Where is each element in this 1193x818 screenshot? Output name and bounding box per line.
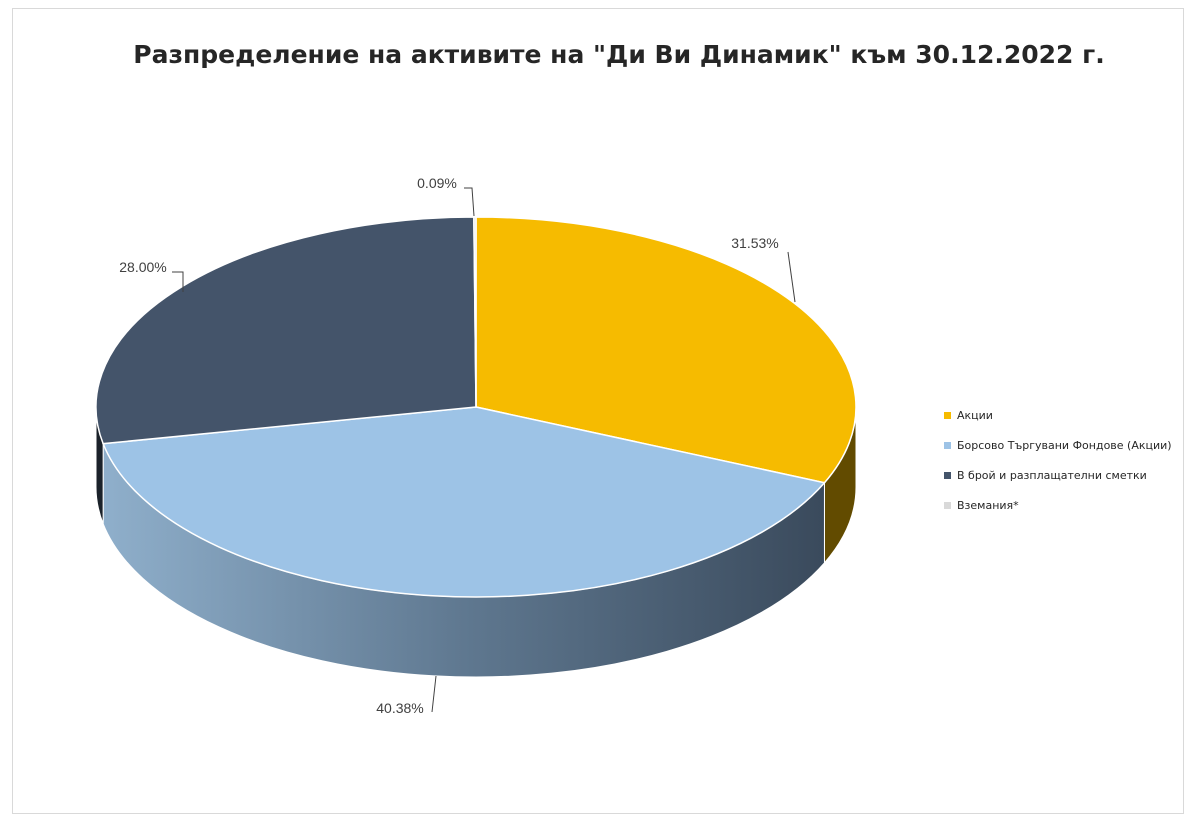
data-label-1: 40.38% xyxy=(376,700,423,716)
legend-item-3: Вземания* xyxy=(944,490,1172,520)
legend-label-2: В брой и разплащателни сметки xyxy=(957,468,1147,482)
data-label-2: 28.00% xyxy=(119,259,166,275)
legend-label-1: Борсово Търгувани Фондове (Акции) xyxy=(957,438,1172,452)
leader-line-2 xyxy=(172,271,184,292)
legend-swatch-2 xyxy=(944,471,951,479)
leader-line-3 xyxy=(464,187,475,217)
data-label-0: 31.53% xyxy=(731,235,778,251)
pie-slice-2 xyxy=(95,216,477,445)
legend-item-2: В брой и разплащателни сметки xyxy=(944,460,1172,490)
legend-swatch-1 xyxy=(944,441,951,449)
chart-title: Разпределение на активите на "Ди Ви Дина… xyxy=(133,40,1105,69)
leader-line-0 xyxy=(787,251,796,303)
legend: Акции Борсово Търгувани Фондове (Акции) В … xyxy=(944,400,1172,520)
pie-slice-1 xyxy=(102,406,826,598)
pie-slice-0 xyxy=(475,216,857,484)
leader-line-1 xyxy=(431,675,437,713)
legend-label-3: Вземания* xyxy=(957,498,1019,512)
legend-swatch-3 xyxy=(944,501,951,509)
legend-label-0: Акции xyxy=(957,408,993,422)
legend-item-1: Борсово Търгувани Фондове (Акции) xyxy=(944,430,1172,460)
data-label-3: 0.09% xyxy=(417,175,457,191)
legend-item-0: Акции xyxy=(944,400,1172,430)
legend-swatch-0 xyxy=(944,411,951,419)
pie-slice-3 xyxy=(473,216,477,408)
